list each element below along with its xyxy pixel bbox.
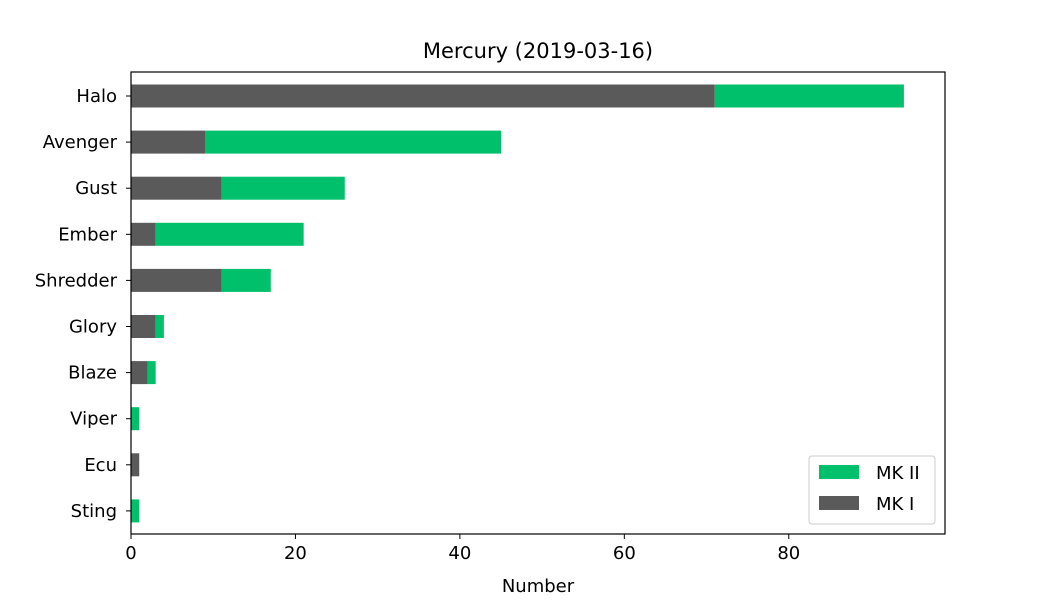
- bar-mk-i-halo: [131, 84, 715, 108]
- x-tick-label-60: 60: [613, 543, 636, 564]
- legend-label-mk-ii: MK II: [876, 463, 920, 484]
- bar-mk-ii-glory: [155, 315, 164, 338]
- x-tick-label-0: 0: [125, 543, 136, 564]
- y-tick-label-sting: Sting: [71, 501, 117, 522]
- y-tick-label-avenger: Avenger: [43, 132, 118, 153]
- bar-mk-i-shredder: [131, 268, 222, 292]
- y-axis: Halo Avenger Gust Ember Shredder Glory Blaze Vi…: [35, 86, 131, 522]
- x-tick-label-40: 40: [448, 543, 471, 564]
- bar-mk-ii-halo: [714, 84, 904, 108]
- y-tick-label-blaze: Blaze: [68, 363, 117, 384]
- legend: MK II MK I: [808, 455, 936, 525]
- x-tick-label-80: 80: [777, 543, 800, 564]
- plot-frame: [130, 71, 946, 535]
- bar-mk-i-blaze: [131, 361, 148, 385]
- x-axis: 0 20 40 60 80: [125, 534, 800, 564]
- x-axis-label: Number: [502, 576, 575, 597]
- legend-label-mk-i: MK I: [876, 494, 914, 515]
- bar-mk-ii-ember: [155, 222, 304, 246]
- bar-mk-ii-gust: [221, 176, 345, 200]
- bar-mk-i-ember: [131, 222, 156, 246]
- bar-mk-i-gust: [131, 176, 222, 200]
- y-tick-label-halo: Halo: [76, 86, 117, 107]
- bar-mk-ii-viper: [131, 407, 140, 431]
- bar-mk-i-glory: [131, 315, 156, 338]
- x-tick-label-20: 20: [284, 543, 307, 564]
- bar-mk-i-ecu: [131, 453, 140, 477]
- y-tick-label-gust: Gust: [75, 178, 117, 199]
- bar-mk-ii-sting: [131, 499, 140, 523]
- y-tick-label-shredder: Shredder: [35, 270, 118, 291]
- legend-swatch-mk-ii: [819, 465, 859, 479]
- bars-group: [131, 84, 904, 523]
- legend-swatch-mk-i: [819, 496, 859, 510]
- y-tick-label-ember: Ember: [58, 224, 117, 245]
- y-tick-label-viper: Viper: [70, 409, 117, 430]
- bar-mk-ii-blaze: [147, 361, 156, 385]
- chart-title: Mercury (2019-03-16): [423, 39, 653, 63]
- y-tick-label-ecu: Ecu: [84, 455, 117, 476]
- bar-mk-i-avenger: [131, 130, 205, 154]
- bar-mk-ii-shredder: [221, 268, 271, 292]
- y-tick-label-glory: Glory: [69, 317, 117, 338]
- bar-mk-ii-avenger: [205, 130, 501, 154]
